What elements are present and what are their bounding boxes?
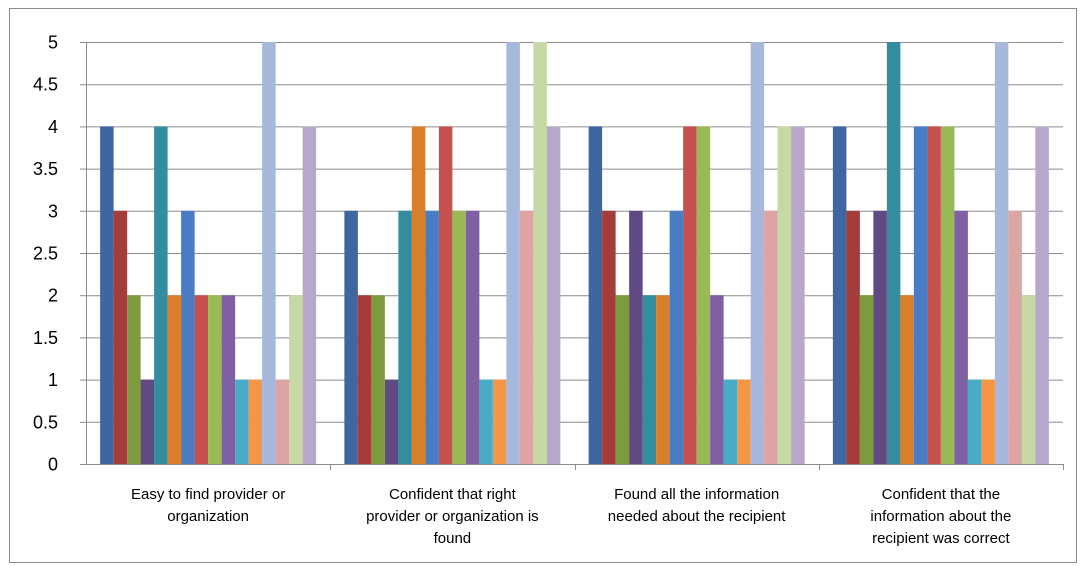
bar bbox=[1035, 126, 1049, 465]
y-tick-label: 1.5 bbox=[33, 328, 58, 348]
bar bbox=[479, 379, 493, 464]
y-tick-label: 0.5 bbox=[33, 412, 58, 432]
x-category-label: Easy to find provider or bbox=[131, 486, 285, 503]
bar bbox=[221, 295, 236, 464]
bar bbox=[1008, 210, 1022, 464]
y-tick-label: 3.5 bbox=[33, 159, 58, 179]
bar bbox=[846, 210, 860, 464]
bar bbox=[140, 379, 155, 464]
bar bbox=[710, 295, 724, 464]
bar bbox=[519, 210, 534, 464]
bar bbox=[235, 379, 249, 464]
y-tick-label: 1 bbox=[48, 370, 58, 390]
y-tick-label: 4.5 bbox=[33, 75, 58, 95]
bar bbox=[181, 210, 195, 464]
bar bbox=[506, 42, 520, 464]
bar bbox=[425, 210, 439, 464]
bar bbox=[873, 210, 887, 464]
x-category-label: Found all the information bbox=[614, 486, 779, 503]
bars bbox=[100, 42, 1049, 465]
bar bbox=[167, 295, 182, 464]
x-category-label: found bbox=[434, 530, 472, 547]
bar bbox=[398, 210, 412, 464]
bar bbox=[967, 379, 982, 464]
bar bbox=[832, 126, 847, 465]
bar bbox=[683, 126, 697, 465]
bar bbox=[452, 210, 466, 464]
bar bbox=[546, 126, 561, 465]
bar bbox=[723, 379, 738, 464]
y-tick-label: 5 bbox=[48, 33, 58, 53]
y-tick-label: 3 bbox=[48, 201, 58, 221]
bar bbox=[154, 126, 168, 465]
bar bbox=[940, 126, 955, 465]
bar bbox=[764, 210, 778, 464]
bar bbox=[656, 295, 670, 464]
bar bbox=[629, 210, 643, 464]
bar bbox=[194, 295, 209, 464]
bar bbox=[777, 126, 792, 465]
bar bbox=[371, 295, 385, 464]
x-category-label: organization bbox=[167, 508, 249, 525]
bar bbox=[113, 210, 128, 464]
bar bbox=[791, 126, 805, 465]
bar bbox=[465, 210, 480, 464]
bar bbox=[262, 42, 276, 464]
bar bbox=[954, 210, 968, 464]
bar bbox=[289, 295, 303, 464]
axes bbox=[80, 42, 1064, 470]
bar bbox=[248, 379, 263, 464]
bar bbox=[927, 126, 941, 465]
bar bbox=[275, 379, 290, 464]
y-tick-label: 2.5 bbox=[33, 244, 58, 264]
x-category-label: provider or organization is bbox=[366, 508, 539, 525]
labels: 0 0.5 1 1.5 2 2.5 3 3.5 4 4.5 5 Easy to find provid… bbox=[33, 33, 1011, 548]
y-tick-label: 2 bbox=[48, 286, 58, 306]
bar bbox=[750, 42, 765, 464]
bar bbox=[696, 126, 711, 465]
bar bbox=[602, 210, 616, 464]
bar bbox=[981, 379, 995, 464]
bar bbox=[886, 42, 901, 464]
bar bbox=[737, 379, 751, 464]
bar bbox=[357, 295, 372, 464]
x-category-label: information about the bbox=[870, 508, 1011, 525]
x-category-label: needed about the recipient bbox=[608, 508, 786, 525]
bar bbox=[900, 295, 914, 464]
bar bbox=[588, 126, 603, 465]
bar bbox=[492, 379, 507, 464]
bar bbox=[127, 295, 141, 464]
bar bbox=[438, 126, 453, 465]
bar bbox=[208, 295, 222, 464]
bar bbox=[669, 210, 684, 464]
bar bbox=[994, 42, 1009, 464]
bar bbox=[411, 126, 426, 465]
x-category-label: recipient was correct bbox=[872, 530, 1010, 547]
bar bbox=[100, 126, 114, 465]
bar bbox=[1021, 295, 1036, 464]
bar bbox=[642, 295, 657, 464]
x-category-label: Confident that the bbox=[882, 486, 1000, 503]
bar bbox=[913, 126, 928, 465]
bar bbox=[302, 126, 317, 465]
bar bbox=[859, 295, 874, 464]
bar bbox=[615, 295, 630, 464]
bar bbox=[533, 42, 547, 464]
bar bbox=[344, 210, 358, 464]
x-category-label: Confident that right bbox=[389, 486, 517, 503]
y-tick-label: 4 bbox=[48, 117, 58, 137]
y-tick-label: 0 bbox=[48, 455, 58, 475]
bar bbox=[384, 379, 399, 464]
